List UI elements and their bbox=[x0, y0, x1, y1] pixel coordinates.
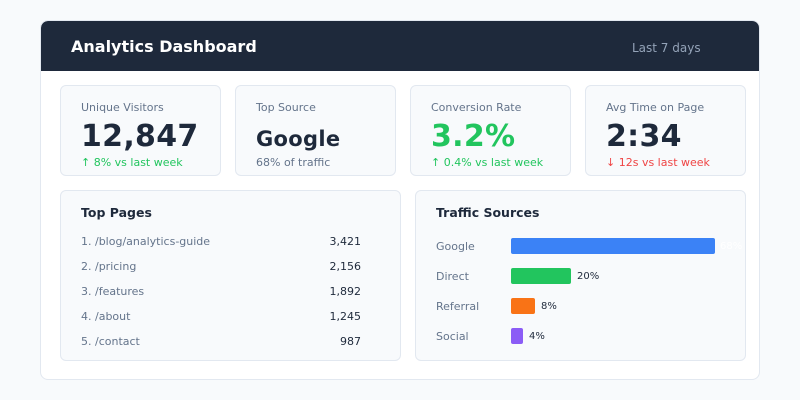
card-delta: 68% of traffic bbox=[256, 156, 331, 169]
page-views: 987 bbox=[340, 335, 361, 348]
source-percent: 20% bbox=[577, 271, 600, 282]
list-item[interactable]: 4. /about 1,245 bbox=[81, 310, 361, 326]
card-delta: ↑ 8% vs last week bbox=[81, 156, 183, 169]
source-label: Direct bbox=[436, 270, 469, 283]
page-path: 2. /pricing bbox=[81, 260, 137, 273]
unique-visitors-card: Unique Visitors 12,847 ↑ 8% vs last week bbox=[60, 85, 221, 176]
page-title: Analytics Dashboard bbox=[71, 37, 257, 56]
source-label: Google bbox=[436, 240, 475, 253]
source-percent: 4% bbox=[529, 331, 545, 342]
page-views: 1,892 bbox=[329, 285, 362, 298]
source-percent: 8% bbox=[541, 301, 557, 312]
list-item[interactable]: 5. /contact 987 bbox=[81, 335, 361, 351]
traffic-sources-panel: Traffic Sources Google 68% Direct 20% Re… bbox=[415, 190, 746, 361]
top-pages-panel: Top Pages 1. /blog/analytics-guide 3,421… bbox=[60, 190, 401, 361]
source-label: Social bbox=[436, 330, 469, 343]
card-delta: ↑ 0.4% vs last week bbox=[431, 156, 544, 169]
page-path: 3. /features bbox=[81, 285, 145, 298]
source-bar-google bbox=[511, 238, 715, 254]
card-label: Conversion Rate bbox=[431, 101, 522, 114]
page-views: 1,245 bbox=[329, 310, 362, 323]
card-value: 3.2% bbox=[431, 119, 516, 154]
source-bar-referral bbox=[511, 298, 535, 314]
card-label: Avg Time on Page bbox=[606, 101, 705, 114]
card-value: 2:34 bbox=[606, 119, 682, 154]
dashboard-header: Analytics Dashboard Last 7 days bbox=[41, 21, 759, 71]
avg-time-card: Avg Time on Page 2:34 ↓ 12s vs last week bbox=[585, 85, 746, 176]
panel-title: Traffic Sources bbox=[436, 205, 540, 220]
card-value: 12,847 bbox=[81, 119, 199, 154]
list-item[interactable]: 2. /pricing 2,156 bbox=[81, 260, 361, 276]
card-delta: ↓ 12s vs last week bbox=[606, 156, 710, 169]
dashboard-container: Analytics Dashboard Last 7 days Unique V… bbox=[40, 20, 760, 380]
panel-title: Top Pages bbox=[81, 205, 152, 220]
source-bar-social bbox=[511, 328, 523, 344]
page-path: 5. /contact bbox=[81, 335, 140, 348]
page-views: 3,421 bbox=[329, 235, 362, 248]
source-label: Referral bbox=[436, 300, 480, 313]
list-item[interactable]: 1. /blog/analytics-guide 3,421 bbox=[81, 235, 361, 251]
card-label: Top Source bbox=[256, 101, 316, 114]
source-percent: 68% bbox=[720, 241, 743, 252]
card-value: Google bbox=[256, 127, 341, 151]
list-item[interactable]: 3. /features 1,892 bbox=[81, 285, 361, 301]
page-views: 2,156 bbox=[329, 260, 362, 273]
top-source-card: Top Source Google 68% of traffic bbox=[235, 85, 396, 176]
page-path: 1. /blog/analytics-guide bbox=[81, 235, 211, 248]
card-label: Unique Visitors bbox=[81, 101, 164, 114]
conversion-rate-card: Conversion Rate 3.2% ↑ 0.4% vs last week bbox=[410, 85, 571, 176]
page-path: 4. /about bbox=[81, 310, 131, 323]
source-bar-direct bbox=[511, 268, 571, 284]
date-range-label[interactable]: Last 7 days bbox=[632, 41, 701, 55]
